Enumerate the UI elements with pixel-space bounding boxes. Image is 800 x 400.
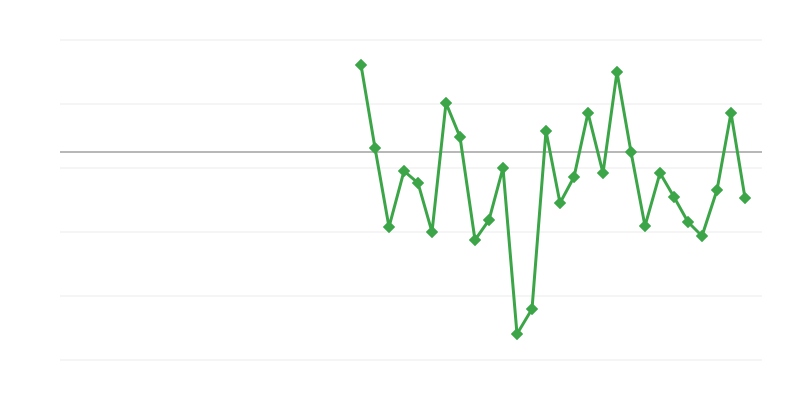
data-point-marker[interactable]: [682, 216, 694, 228]
data-point-marker[interactable]: [625, 146, 637, 158]
data-point-marker[interactable]: [597, 167, 609, 179]
data-point-marker[interactable]: [668, 191, 680, 203]
data-point-marker[interactable]: [454, 131, 466, 143]
data-point-marker[interactable]: [398, 165, 410, 177]
data-point-marker[interactable]: [511, 328, 523, 340]
series-line: [359, 63, 747, 336]
data-point-marker[interactable]: [383, 221, 395, 233]
data-point-marker[interactable]: [483, 214, 495, 226]
data-point-marker[interactable]: [696, 230, 708, 242]
data-point-marker[interactable]: [582, 107, 594, 119]
data-point-marker[interactable]: [355, 59, 367, 71]
data-point-marker[interactable]: [540, 125, 552, 137]
data-point-marker[interactable]: [611, 66, 623, 78]
data-point-marker[interactable]: [739, 192, 751, 204]
data-point-marker[interactable]: [568, 171, 580, 183]
data-point-marker[interactable]: [554, 197, 566, 209]
data-point-marker[interactable]: [412, 177, 424, 189]
data-point-marker[interactable]: [426, 226, 438, 238]
data-point-marker[interactable]: [639, 220, 651, 232]
data-point-marker[interactable]: [440, 97, 452, 109]
data-point-marker[interactable]: [469, 234, 481, 246]
data-point-marker[interactable]: [369, 142, 381, 154]
data-point-marker[interactable]: [725, 107, 737, 119]
data-point-marker[interactable]: [654, 167, 666, 179]
gridlines: [60, 39, 762, 361]
data-point-marker[interactable]: [711, 184, 723, 196]
series-group: [355, 59, 751, 340]
data-point-marker[interactable]: [497, 162, 509, 174]
data-point-marker[interactable]: [526, 303, 538, 315]
